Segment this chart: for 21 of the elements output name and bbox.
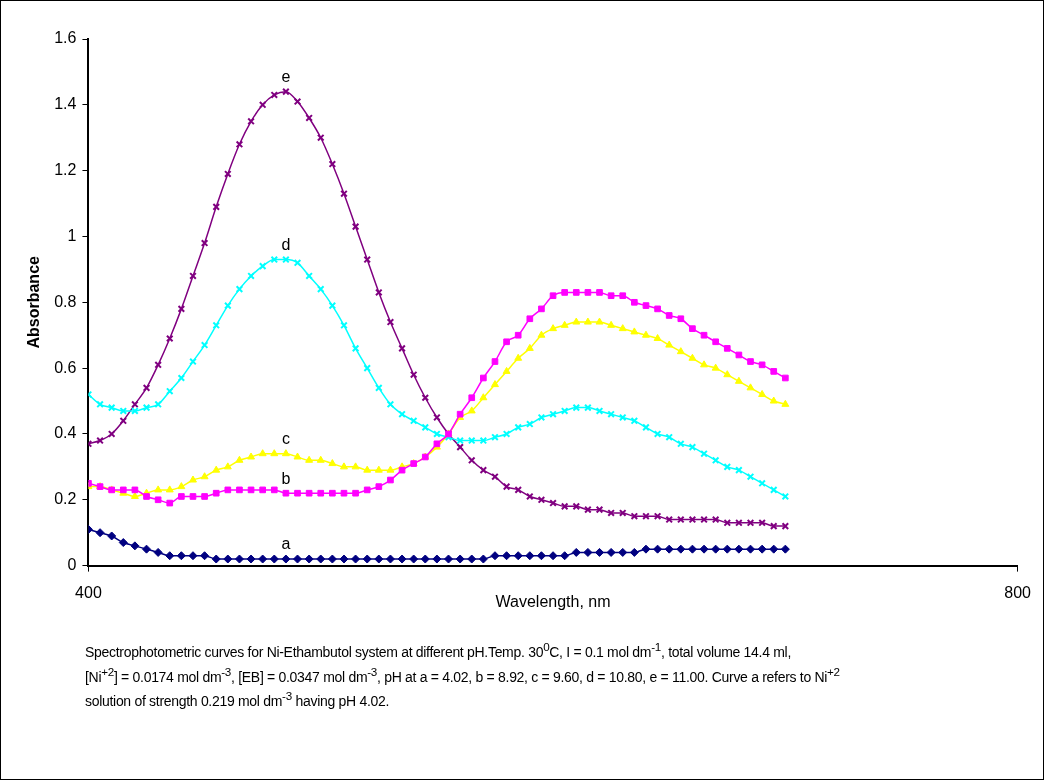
y-tick-label: 0.6 — [54, 358, 77, 376]
series-label: c — [281, 430, 290, 448]
series-label: a — [281, 535, 291, 553]
y-tick-label: 1.6 — [54, 29, 77, 47]
text: Spectrophotometric curves for Ni-Ethambutol system at different pH.Temp. 30$^{0}$C, I = 0.1 mol dm$^{-1}$, total volume 14.4 ml, — [85, 639, 793, 662]
series-label: e — [281, 68, 291, 86]
y-tick-label: 1 — [67, 226, 77, 244]
text: [Ni$^{+2}$] = 0.0174 mol dm$^{-3}$, [EB] = 0.0347 mol dm$^{-3}$, pH at a = 4.02, b = 8.92, c = 9.60, d = 10.80, e = 11.00. Curve a refers to Ni$^{+2}$ — [85, 663, 841, 687]
y-tick-label: 0 — [67, 556, 77, 574]
series-label: b — [281, 469, 291, 487]
y-tick-label: 1.2 — [54, 161, 77, 179]
text: solution of strength 0.219 mol dm$^{-3}$ having pH 4.02. — [85, 688, 391, 711]
y-tick-label: 1.4 — [54, 95, 77, 113]
y-axis-title: Absorbance — [25, 255, 43, 349]
x-tick-label: 800 — [1004, 583, 1032, 601]
series-label: d — [281, 235, 291, 253]
y-tick-label: 0.4 — [54, 424, 77, 442]
x-tick-label: 400 — [75, 583, 102, 601]
y-tick-label: 0.2 — [54, 490, 77, 508]
x-axis-title: Wavelength, nm — [495, 592, 611, 610]
y-tick-label: 0.8 — [54, 292, 77, 310]
